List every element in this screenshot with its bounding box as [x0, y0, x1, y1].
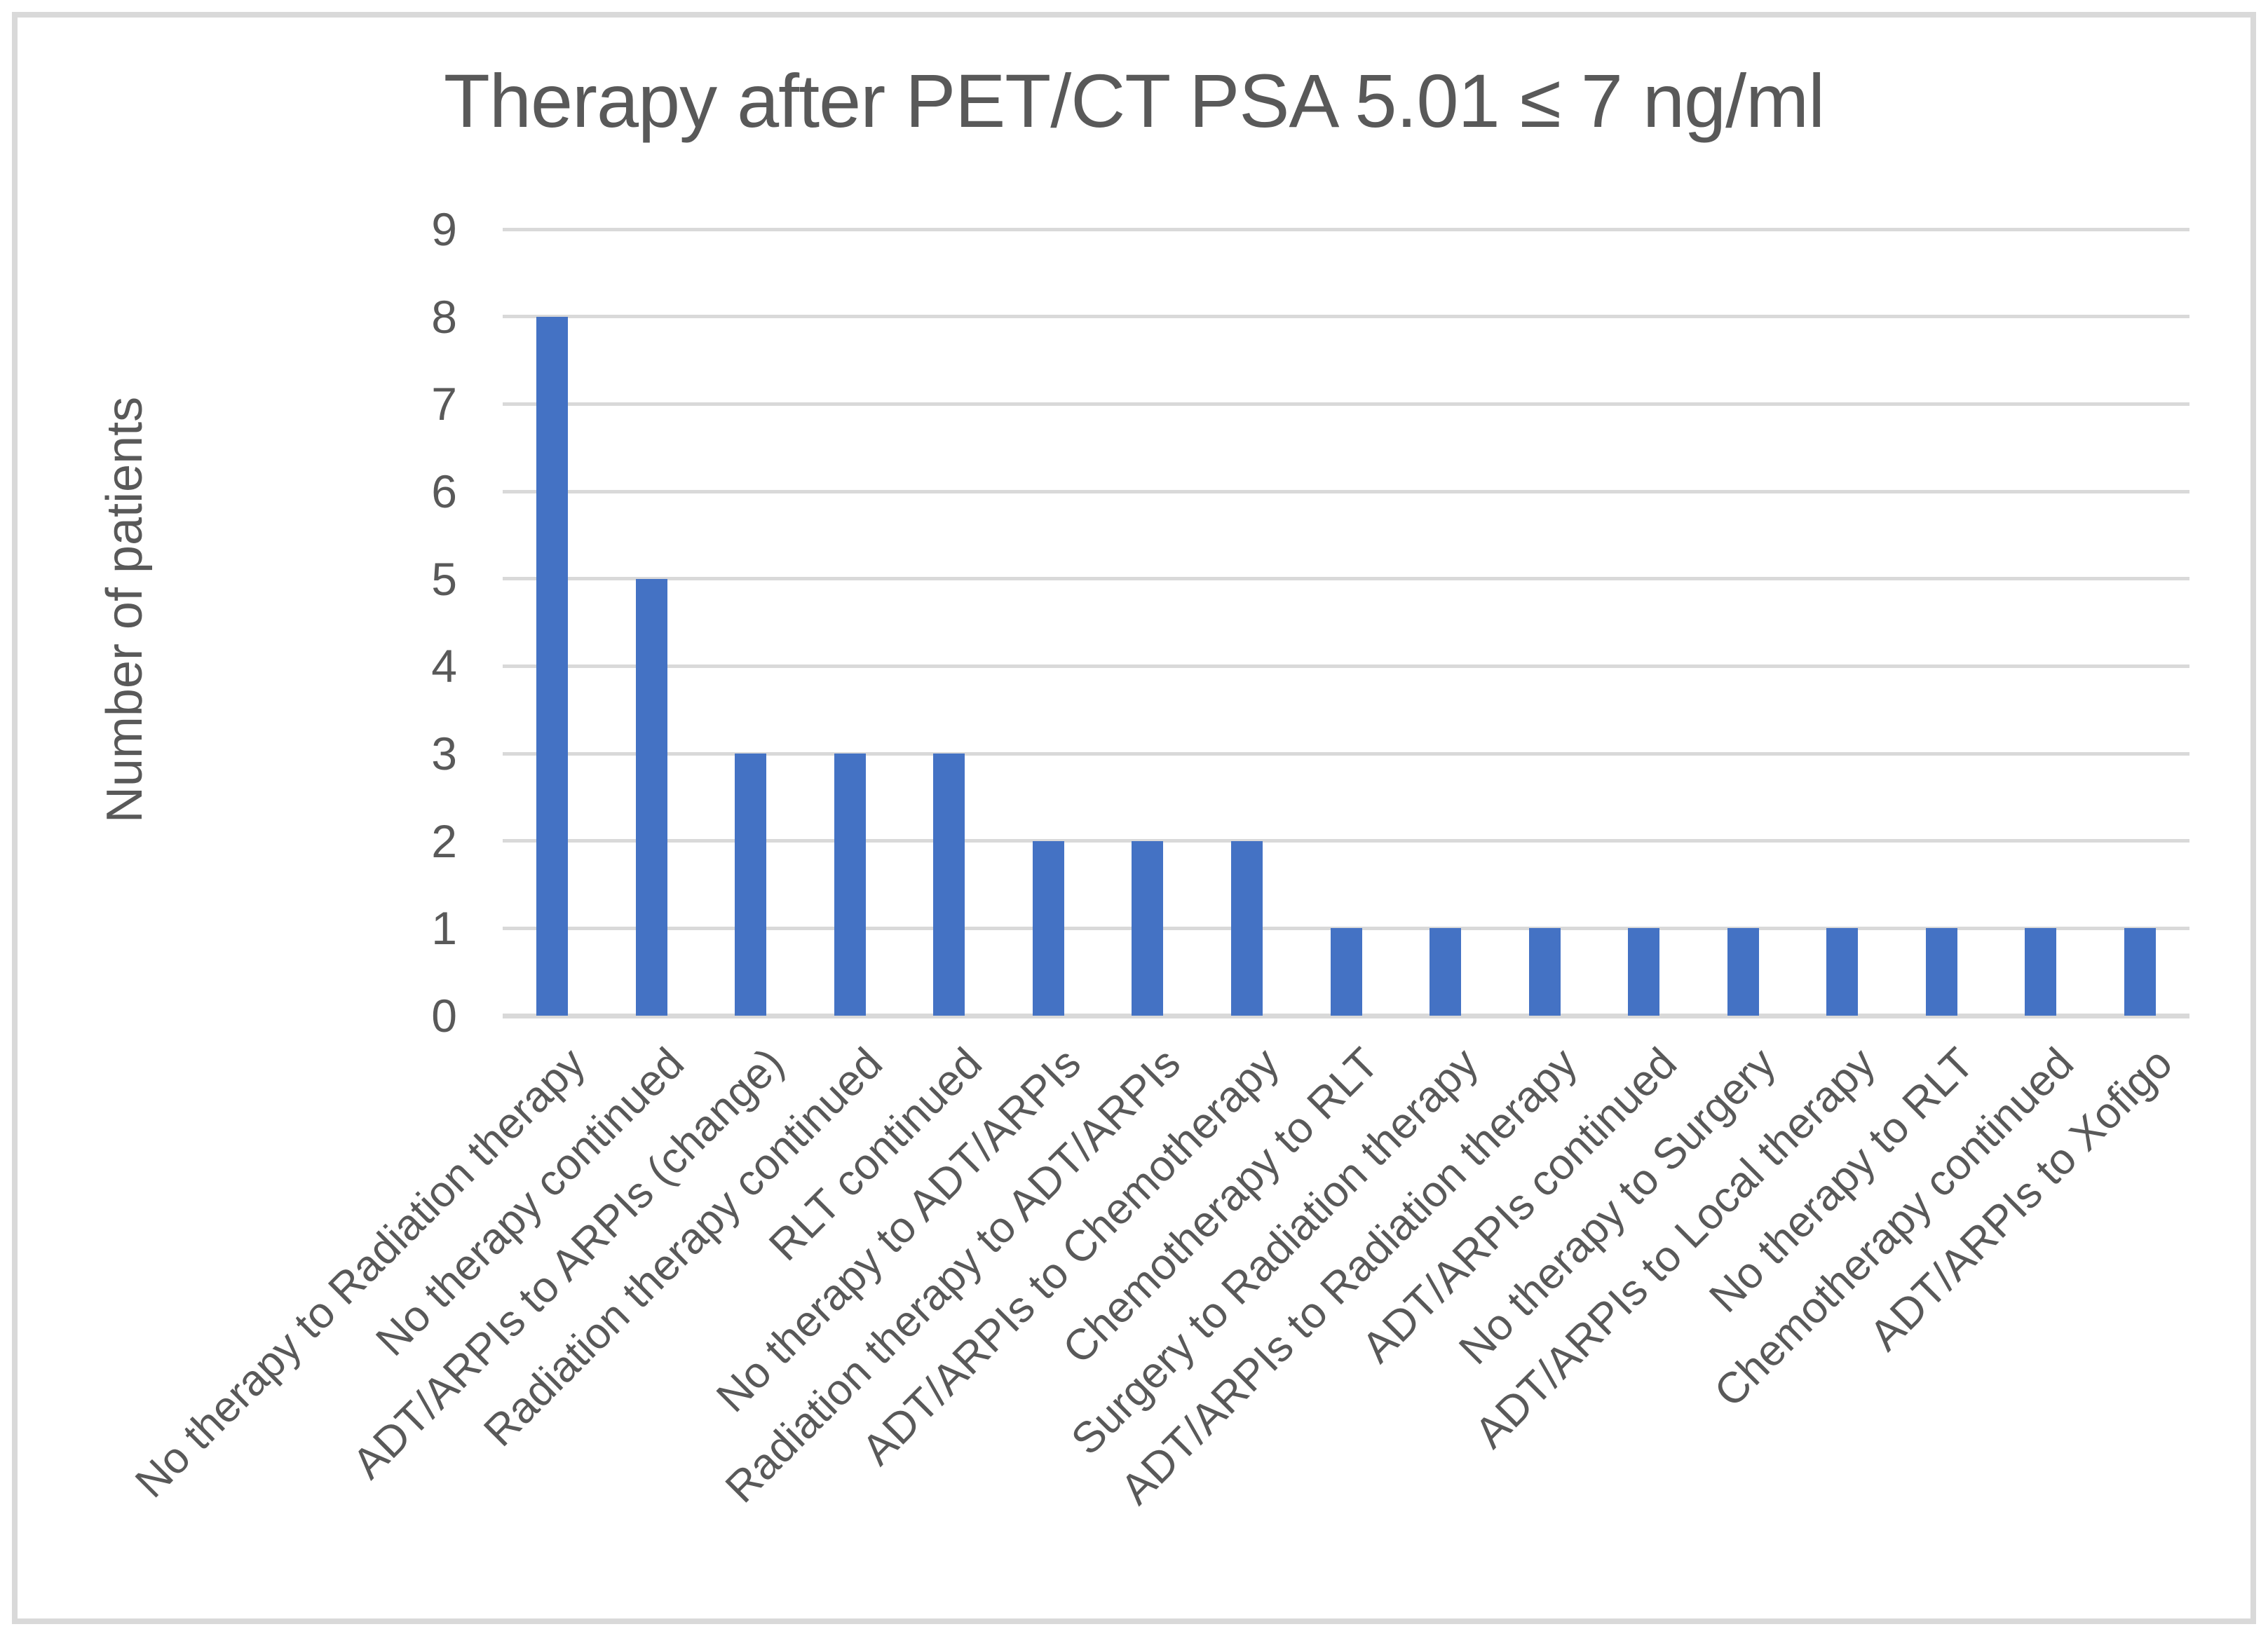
y-tick-label: 0 — [431, 990, 457, 1042]
gridline — [503, 839, 2189, 843]
y-tick-label: 6 — [431, 465, 457, 517]
bar — [1330, 928, 1362, 1016]
bar — [1628, 928, 1660, 1016]
y-tick-label: 1 — [431, 902, 457, 955]
bar — [1925, 928, 1957, 1016]
bar — [1727, 928, 1759, 1016]
bar — [1430, 928, 1462, 1016]
bar — [1132, 840, 1164, 1016]
y-tick-label: 2 — [431, 814, 457, 867]
y-axis-title: Number of patients — [97, 396, 153, 824]
bar — [1230, 840, 1263, 1016]
gridline — [503, 751, 2189, 756]
bar — [1032, 840, 1064, 1016]
y-tick-label: 8 — [431, 290, 457, 343]
bar — [2124, 928, 2156, 1016]
gridline — [503, 402, 2189, 406]
bar — [735, 754, 767, 1016]
plot-area — [503, 227, 2189, 1018]
bar — [834, 754, 866, 1016]
bar — [2025, 928, 2057, 1016]
y-tick-label: 5 — [431, 552, 457, 605]
bar — [1528, 928, 1561, 1016]
chart-title: Therapy after PET/CT PSA 5.01 ≤ 7 ng/ml — [443, 58, 1825, 143]
y-tick-label: 9 — [431, 203, 457, 255]
gridline — [503, 664, 2189, 668]
x-axis-line — [503, 1013, 2189, 1018]
y-tick-label: 4 — [431, 640, 457, 693]
bar — [1826, 928, 1859, 1016]
gridline — [503, 577, 2189, 581]
gridline — [503, 489, 2189, 493]
y-tick-label: 7 — [431, 378, 457, 430]
bar — [536, 316, 569, 1016]
y-tick-label: 3 — [431, 728, 457, 779]
gridline — [503, 315, 2189, 319]
bar — [933, 754, 965, 1016]
gridline — [503, 926, 2189, 930]
gridline — [503, 227, 2189, 231]
bar — [635, 578, 667, 1016]
x-category-label: ADT/ARPIs to ARPIs (change) — [343, 1039, 793, 1489]
